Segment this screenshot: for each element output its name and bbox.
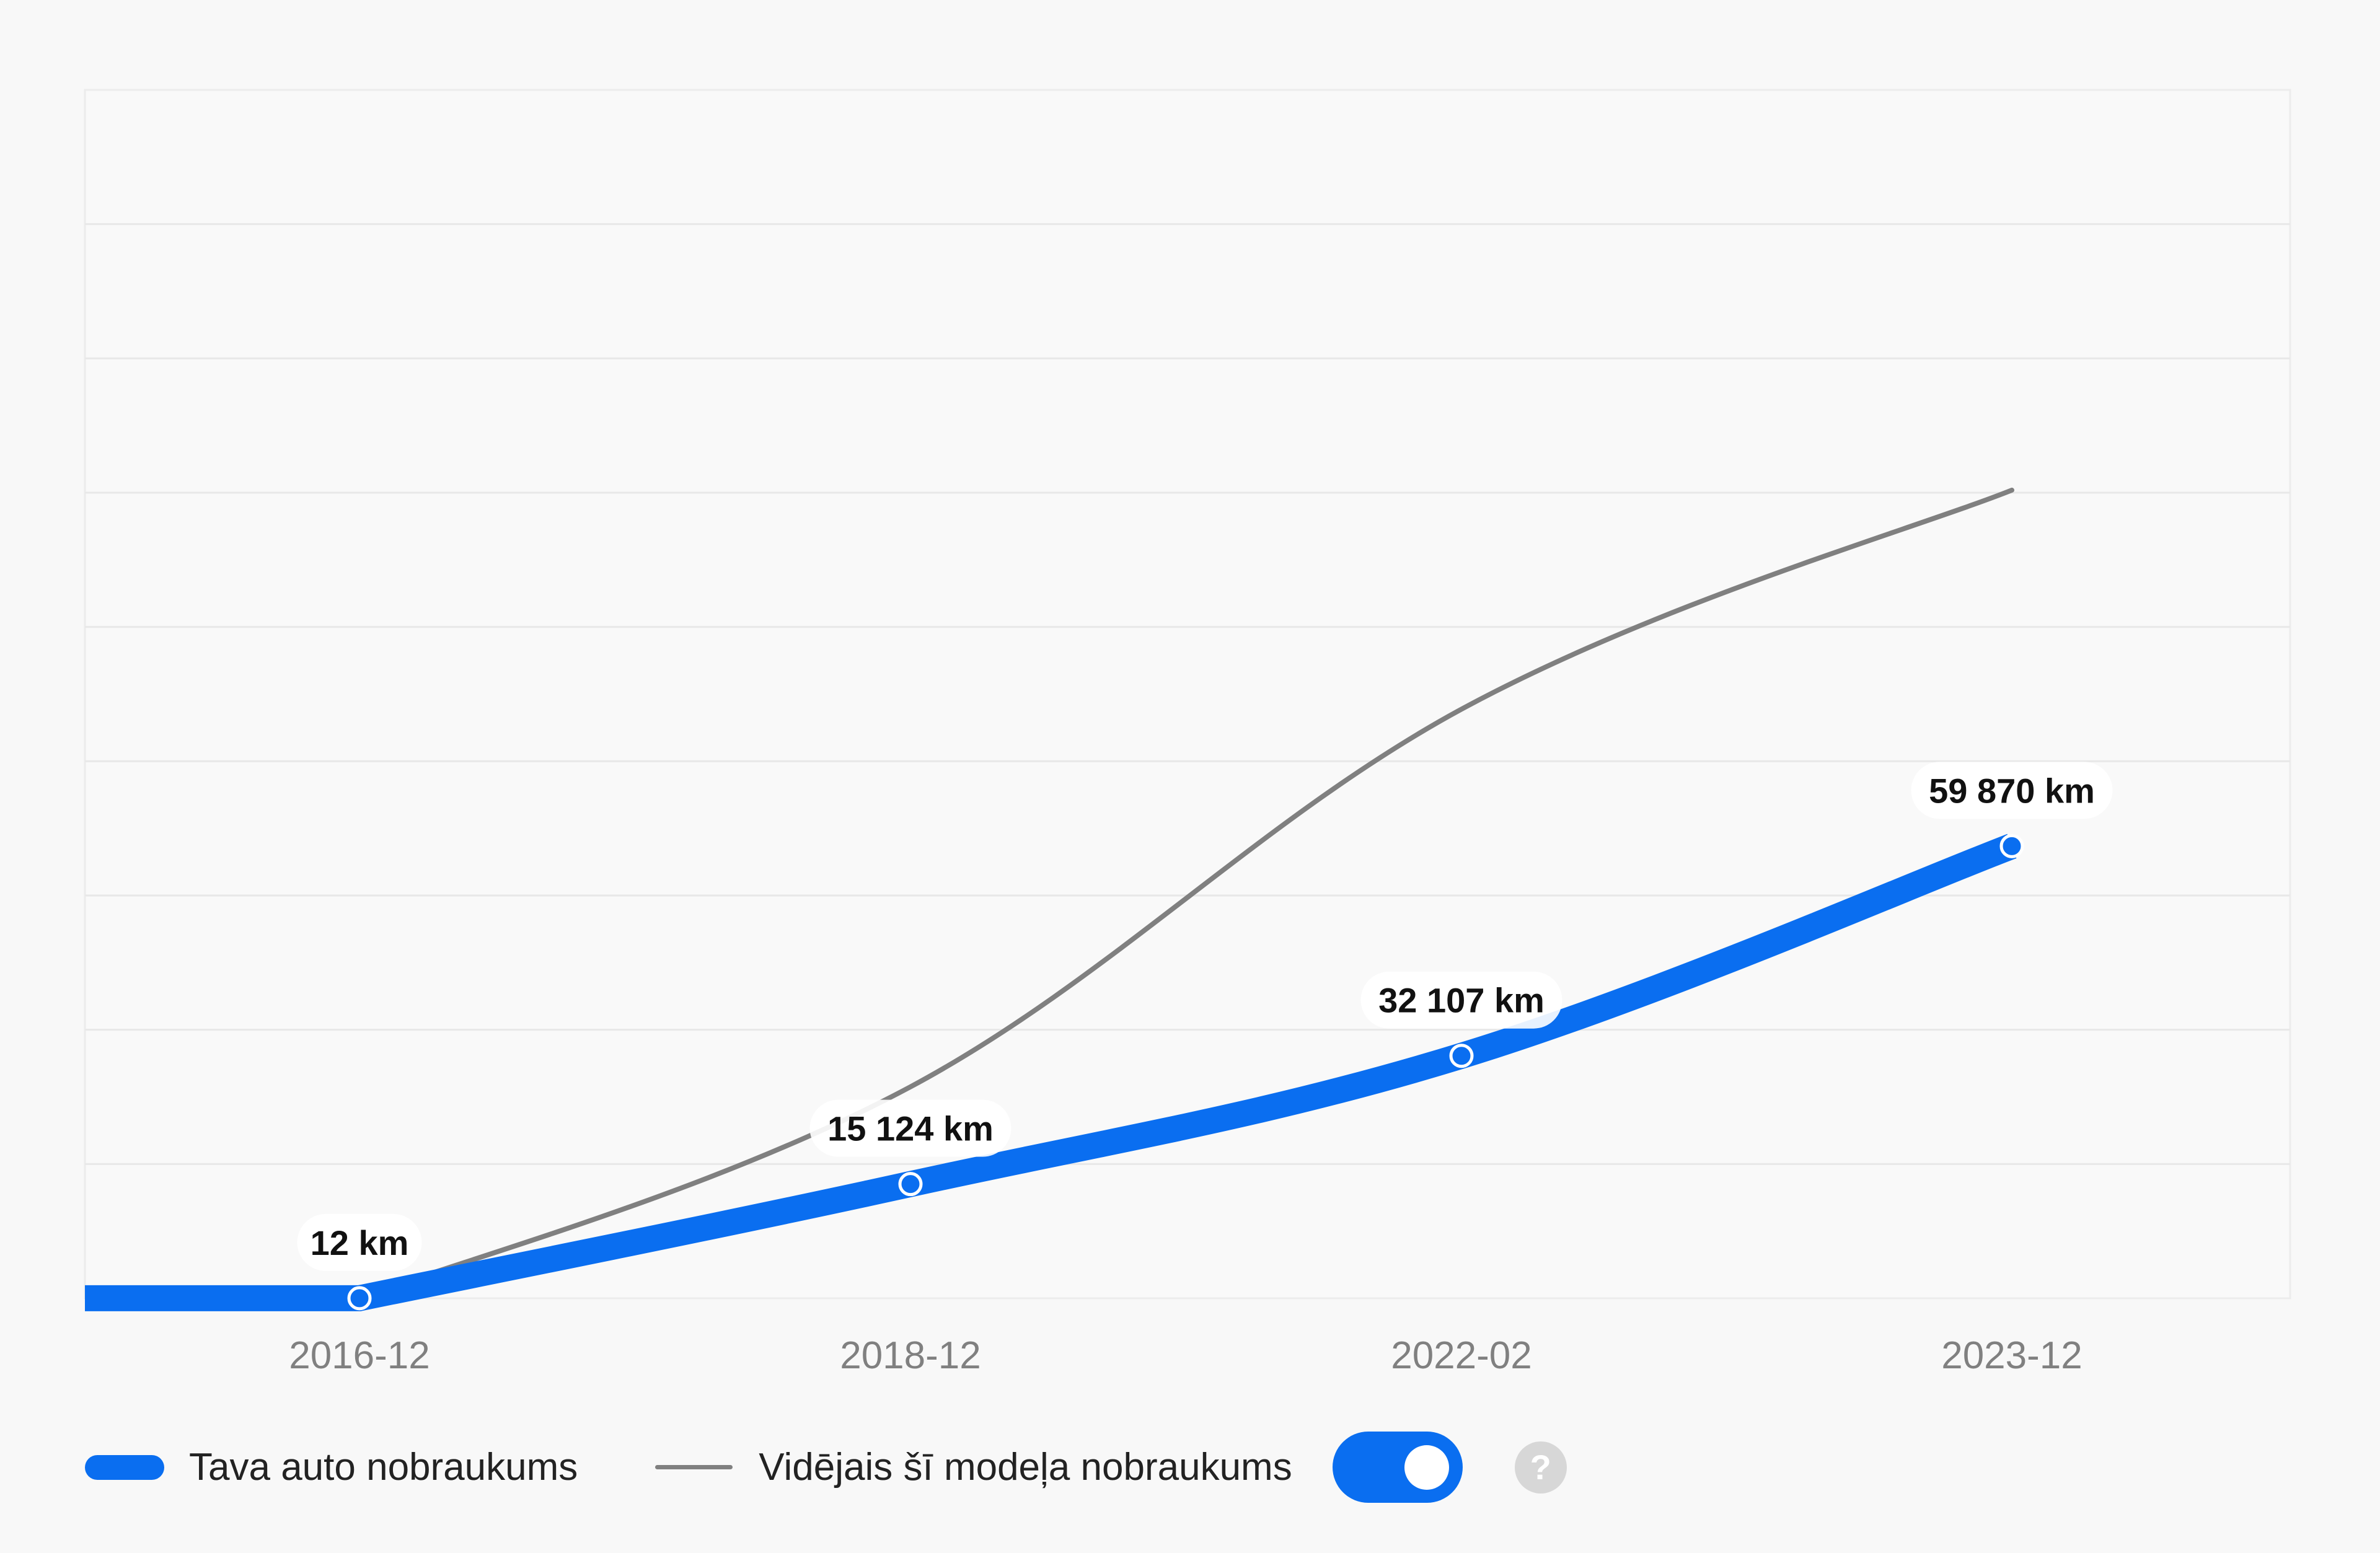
legend-swatch-your-car <box>85 1454 164 1480</box>
average-toggle[interactable] <box>1332 1432 1463 1503</box>
plot-area <box>84 89 2291 1300</box>
data-label: 12 km <box>311 1223 409 1262</box>
x-tick-label: 2018-12 <box>840 1334 981 1377</box>
data-point[interactable] <box>1999 834 2024 858</box>
data-label-bubble <box>1360 971 1562 1029</box>
data-labels: 12 km 15 124 km 32 107 km 59 870 km <box>297 762 2113 1271</box>
legend-label-average: Vidējais šī modeļa nobraukums <box>759 1446 1292 1489</box>
data-label: 15 124 km <box>827 1109 994 1148</box>
help-icon[interactable]: ? <box>1514 1441 1567 1494</box>
x-tick-label: 2022-02 <box>1391 1334 1532 1377</box>
legend-swatch-average <box>655 1465 733 1469</box>
legend-item-average[interactable]: Vidējais šī modeļa nobraukums <box>655 1445 1292 1489</box>
x-axis-ticks: 2016-12 2018-12 2022-02 2023-12 <box>289 1334 2082 1377</box>
legend-label-your-car: Tava auto nobraukums <box>189 1446 578 1489</box>
series-line-your-car <box>85 834 2017 1311</box>
toggle-knob <box>1404 1445 1449 1490</box>
data-points <box>347 834 2024 1311</box>
x-tick-label: 2023-12 <box>1941 1334 2082 1377</box>
chart-legend: Tava auto nobraukums Vidējais šī modeļa … <box>85 1432 1567 1503</box>
data-point[interactable] <box>898 1172 923 1197</box>
data-label-bubble <box>1911 762 2113 819</box>
data-label-bubble <box>297 1213 422 1271</box>
x-tick-label: 2016-12 <box>289 1334 430 1377</box>
data-label: 32 107 km <box>1378 981 1545 1020</box>
data-label: 59 870 km <box>1929 771 2095 810</box>
data-point[interactable] <box>1449 1044 1474 1068</box>
series-line-average <box>357 487 2014 1301</box>
data-point[interactable] <box>347 1286 372 1311</box>
data-label-bubble <box>809 1099 1011 1157</box>
legend-item-your-car[interactable]: Tava auto nobraukums <box>85 1445 578 1489</box>
